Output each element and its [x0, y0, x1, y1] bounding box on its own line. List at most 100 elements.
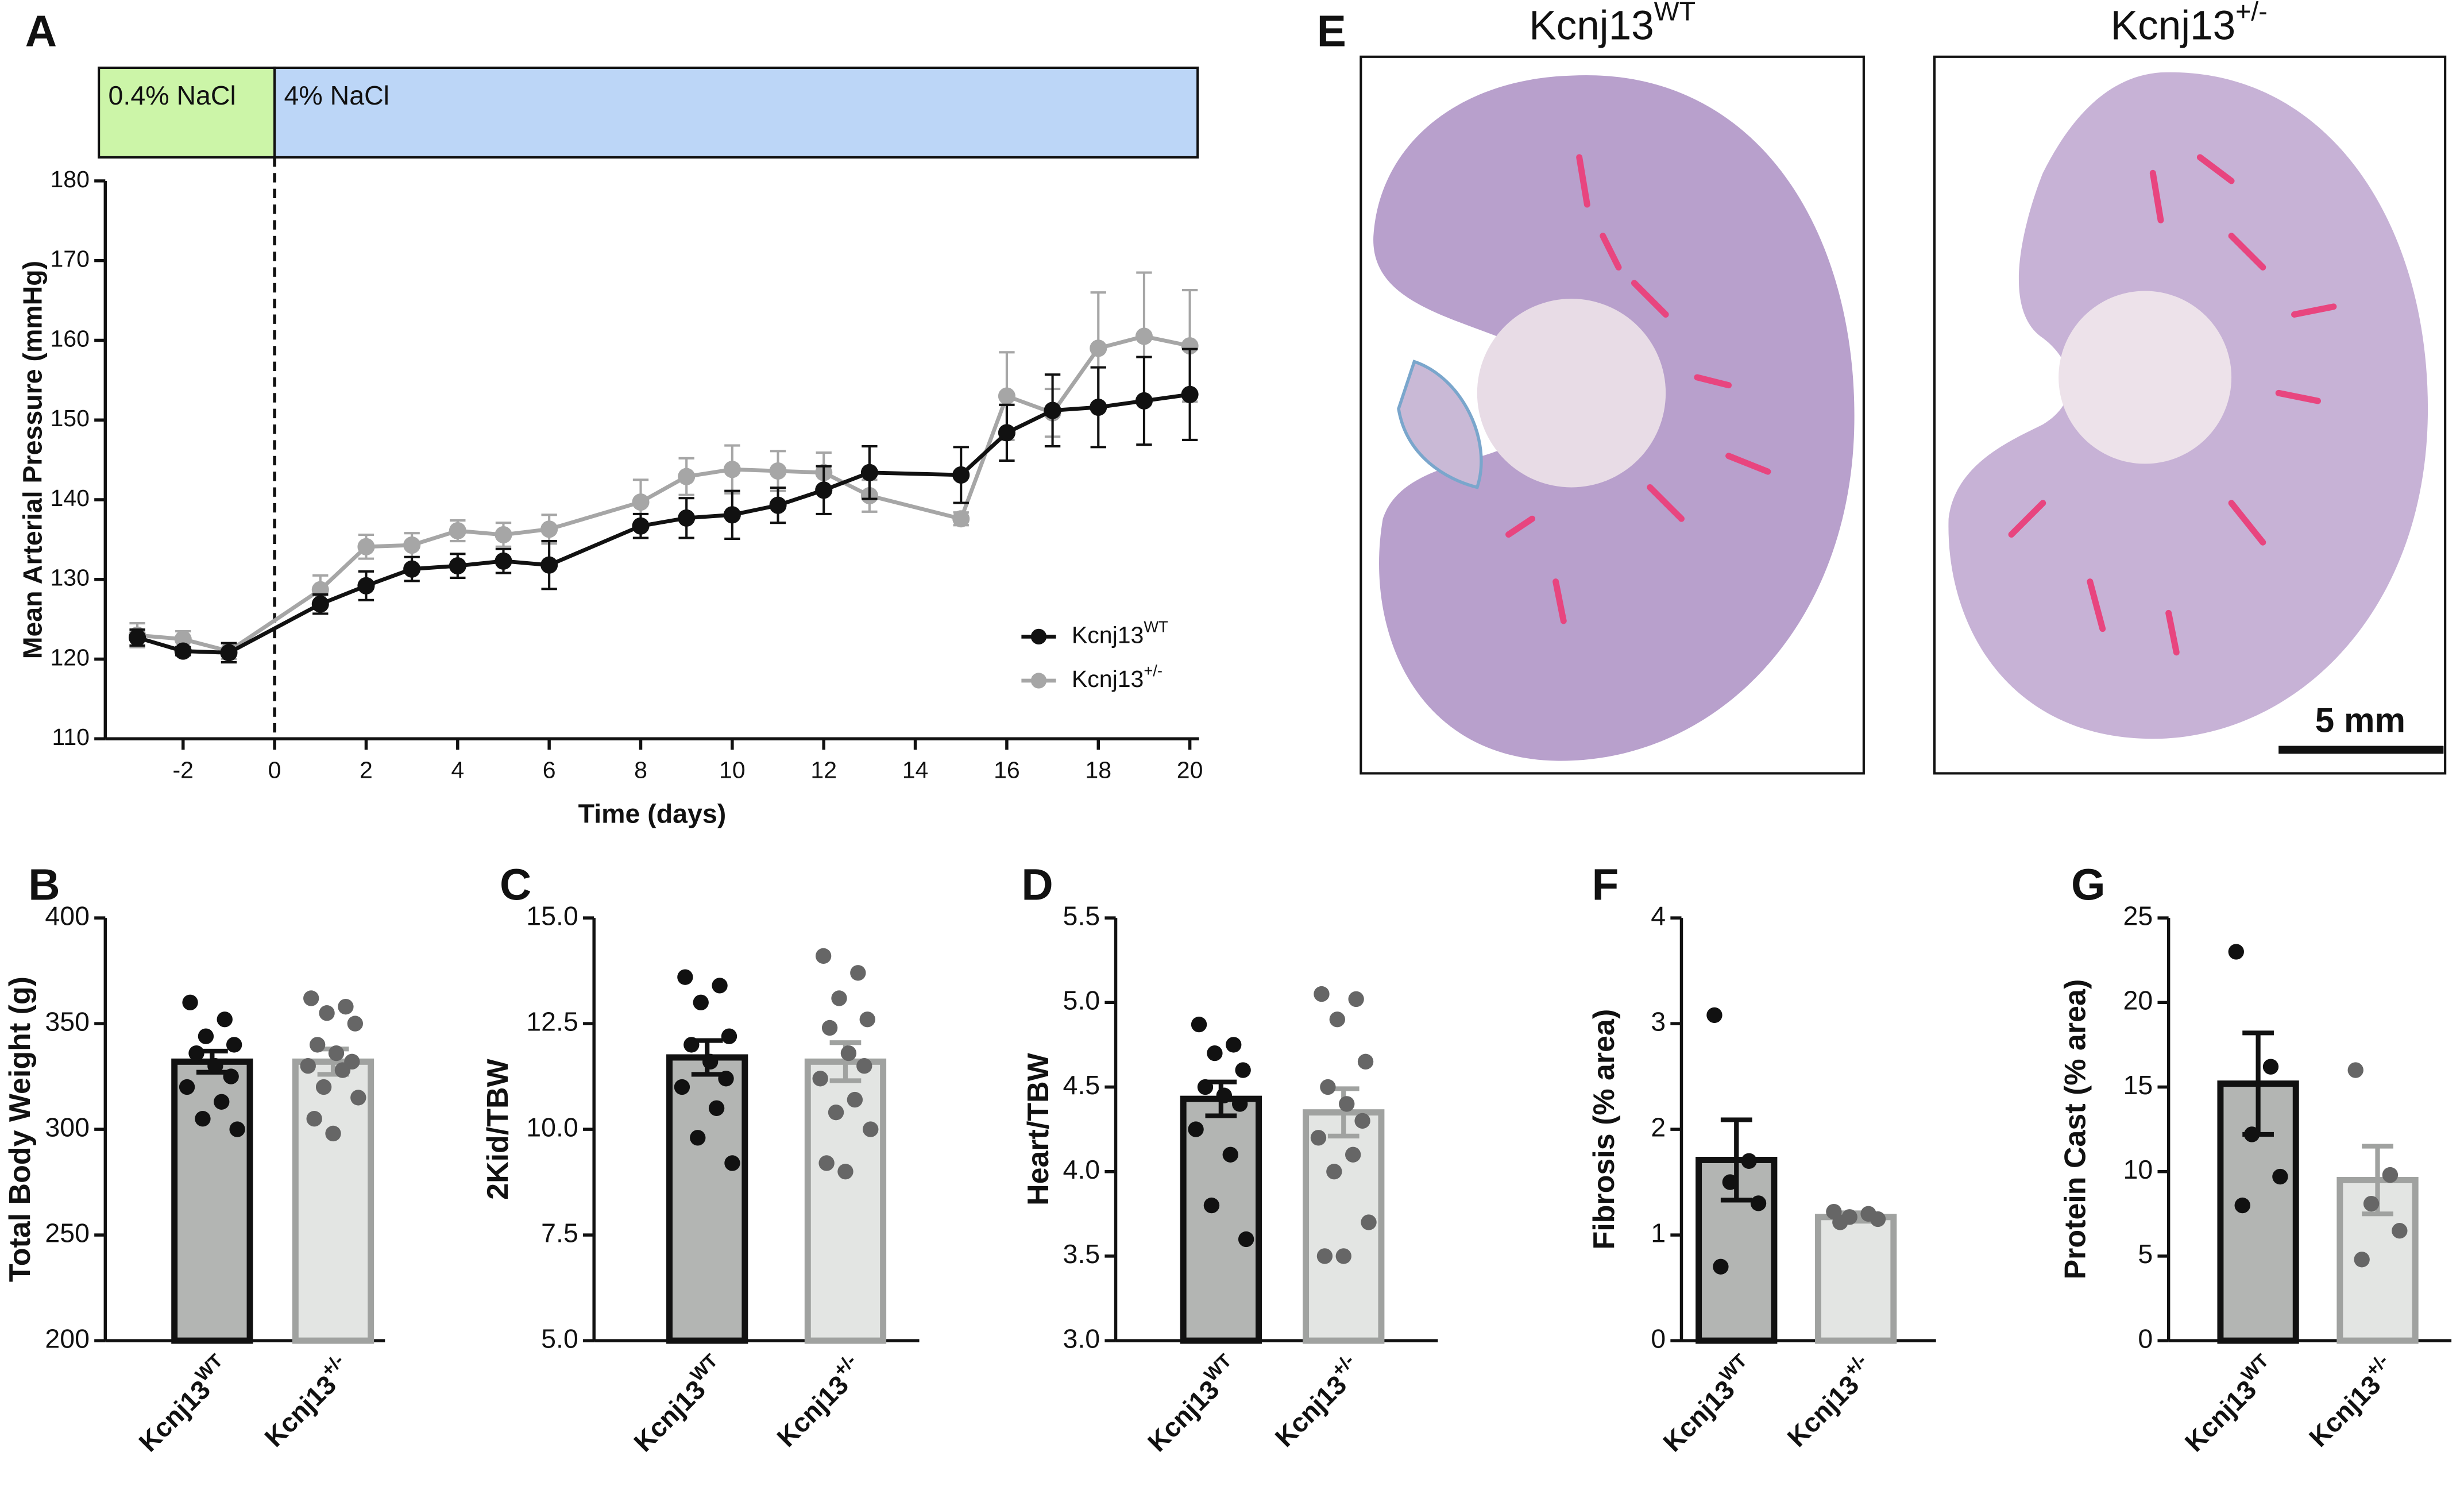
data-point — [718, 1071, 734, 1087]
bar — [1815, 1214, 1897, 1344]
y-tick-label: 2 — [1651, 1112, 1666, 1142]
y-tick-label: 150 — [51, 405, 90, 431]
data-point — [840, 1045, 857, 1061]
data-point — [674, 1079, 690, 1095]
data-point — [223, 1068, 239, 1084]
data-point — [1044, 401, 1061, 419]
scale-bar-label: 5 mm — [2315, 701, 2405, 740]
data-point — [2347, 1062, 2363, 1078]
category-name: Kcnj13 — [771, 1370, 855, 1453]
data-point — [1339, 1096, 1355, 1112]
data-point — [350, 1090, 366, 1106]
data-point — [2243, 1126, 2260, 1142]
legend-label: Kcnj13+/- — [1072, 662, 1163, 692]
panel-letter: C — [500, 860, 531, 909]
x-tick-label: Kcnj13WT — [1654, 1350, 1762, 1458]
panel-a: 0.4% NaCl 4% NaCl110120130140150160170180… — [17, 66, 1203, 829]
data-point — [2382, 1167, 2399, 1183]
data-point — [338, 998, 354, 1015]
data-point — [1135, 327, 1153, 345]
category-name: Kcnj13 — [1782, 1370, 1865, 1453]
data-point — [214, 1094, 230, 1110]
data-point — [837, 1164, 853, 1180]
data-point — [1348, 991, 1364, 1007]
x-tick-label: Kcnj13+/- — [2299, 1350, 2402, 1453]
y-tick-label: 25 — [2123, 901, 2153, 931]
y-tick-label: 400 — [45, 901, 90, 931]
phase-box — [273, 66, 1199, 159]
data-point — [311, 595, 329, 613]
data-point — [174, 642, 192, 660]
y-tick-label: 5.0 — [1063, 986, 1100, 1016]
y-tick-label: 15 — [2123, 1070, 2153, 1100]
data-point — [182, 994, 198, 1010]
y-tick-label: 0 — [2138, 1323, 2153, 1353]
legend-label: Kcnj13WT — [1072, 617, 1168, 648]
data-point — [1226, 1037, 1242, 1053]
data-point — [495, 552, 512, 570]
y-tick-label: 15.0 — [526, 901, 578, 931]
panel-letter: A — [25, 7, 57, 56]
data-point — [300, 1058, 316, 1074]
y-tick-label: 300 — [45, 1112, 90, 1142]
data-point — [1722, 1174, 1738, 1190]
y-tick-label: 4.5 — [1063, 1070, 1100, 1100]
data-point — [1335, 1248, 1351, 1264]
y-tick-label: 3.5 — [1063, 1239, 1100, 1269]
data-point — [831, 990, 847, 1006]
data-point — [632, 517, 650, 535]
data-point — [856, 1058, 872, 1074]
y-axis-label: Mean Arterial Pressure (mmHg) — [17, 261, 47, 659]
category-name: Kcnj13 — [133, 1375, 217, 1458]
y-tick-label: 120 — [51, 644, 90, 670]
data-point — [357, 577, 375, 594]
data-point — [723, 506, 741, 524]
data-point — [1191, 1016, 1207, 1033]
panel-letter: F — [1592, 860, 1619, 909]
data-point — [769, 462, 787, 480]
y-tick-label: 3.0 — [1063, 1323, 1100, 1353]
y-tick-label: 0 — [1651, 1323, 1666, 1353]
y-tick-label: 10 — [2123, 1155, 2153, 1184]
category-name: Kcnj13 — [259, 1370, 342, 1453]
data-point — [815, 948, 832, 964]
data-point — [859, 1011, 875, 1028]
y-tick-label: 7.5 — [541, 1218, 578, 1248]
y-tick-label: 12.5 — [526, 1006, 578, 1036]
data-point — [1870, 1211, 1886, 1227]
data-point — [174, 630, 192, 648]
data-point — [2392, 1223, 2408, 1239]
data-point — [403, 536, 421, 554]
data-point — [1329, 1011, 1345, 1028]
data-point — [1216, 1087, 1232, 1103]
data-point — [540, 556, 558, 574]
bar — [171, 1058, 253, 1344]
data-point — [325, 1125, 341, 1142]
category-name: Kcnj13 — [2179, 1375, 2262, 1458]
x-tick-label: Kcnj13+/- — [767, 1350, 870, 1453]
data-point — [347, 1016, 364, 1032]
protein-casts — [1505, 154, 2337, 656]
data-point — [1706, 1007, 1723, 1024]
data-point — [2354, 1252, 2370, 1268]
x-tick-label: 2 — [360, 757, 373, 783]
y-tick-label: 20 — [2123, 986, 2153, 1016]
data-point — [683, 1037, 700, 1053]
y-tick-label: 3 — [1651, 1006, 1666, 1036]
data-point — [1203, 1197, 1220, 1214]
data-point — [1135, 392, 1153, 410]
kidney-hilum — [1397, 360, 1483, 489]
bar — [804, 1058, 887, 1344]
data-point — [1090, 398, 1107, 416]
legend-sup: +/- — [1144, 662, 1163, 679]
data-point — [1750, 1195, 1767, 1211]
data-point — [769, 496, 787, 514]
data-point — [1326, 1164, 1342, 1180]
data-point — [449, 522, 466, 540]
data-point — [2363, 1195, 2380, 1212]
data-point — [188, 1045, 204, 1061]
y-tick-label: 5.5 — [1063, 901, 1100, 931]
kidney-medulla — [2059, 291, 2232, 464]
data-point — [998, 387, 1015, 405]
